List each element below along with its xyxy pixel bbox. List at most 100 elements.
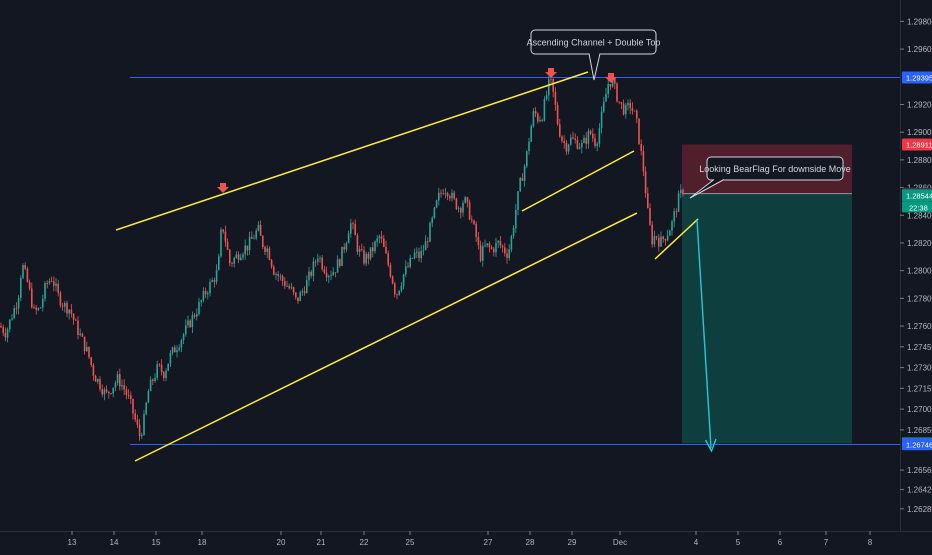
time-axis[interactable]: 13 14 15 18 20 21 22 25 27 28 29 Dec 4 5 6 7 8 bbox=[68, 531, 873, 547]
callout-bearflag-box bbox=[706, 156, 844, 181]
callout-channel-text: Ascending Channel + Double Top bbox=[527, 38, 661, 48]
candle-body bbox=[422, 250, 425, 252]
candle-body bbox=[154, 377, 156, 381]
candle-body bbox=[598, 128, 601, 144]
candle-body bbox=[13, 308, 15, 319]
candle-body bbox=[356, 235, 359, 252]
candle-body bbox=[506, 253, 508, 258]
candle-body bbox=[22, 265, 24, 278]
candle-body bbox=[420, 250, 422, 259]
candle-body bbox=[149, 379, 152, 392]
candle-body bbox=[394, 283, 396, 295]
take-profit-zone[interactable] bbox=[682, 193, 852, 444]
candle-body bbox=[242, 254, 244, 258]
candle-body bbox=[618, 101, 620, 103]
callout-channel[interactable]: Ascending Channel + Double Top bbox=[527, 29, 661, 81]
channel-upper-line[interactable] bbox=[115, 71, 589, 231]
x-tick-label: 5 bbox=[736, 538, 741, 547]
candle-body bbox=[123, 385, 125, 390]
candle-body bbox=[534, 111, 537, 114]
candle-body bbox=[233, 258, 235, 264]
candle-body bbox=[299, 292, 301, 302]
candle-body bbox=[475, 223, 477, 237]
channel-mid-line[interactable] bbox=[521, 150, 635, 212]
candle-body bbox=[130, 395, 132, 399]
candle-body bbox=[431, 217, 433, 224]
candle-body bbox=[116, 374, 119, 384]
candle-body bbox=[682, 189, 684, 194]
candle-body bbox=[240, 257, 242, 261]
bear-flag-line[interactable] bbox=[654, 218, 699, 260]
candle-body bbox=[457, 207, 460, 209]
candle-body bbox=[464, 197, 466, 203]
candle-body bbox=[211, 279, 213, 282]
candle-body bbox=[127, 394, 130, 396]
x-tick-label: 20 bbox=[277, 538, 286, 547]
candle-body bbox=[515, 210, 517, 229]
candle-body bbox=[11, 318, 13, 320]
price-axis[interactable]: 1.298001.296001.292001.290001.288001.286… bbox=[900, 17, 932, 514]
callout-bearflag-pointer bbox=[689, 179, 725, 199]
top-marker-arrow[interactable] bbox=[605, 73, 617, 83]
y-tick-label: 1.26850 bbox=[907, 426, 932, 435]
candle-body bbox=[570, 137, 572, 145]
candle-body bbox=[435, 200, 438, 208]
candle-body bbox=[224, 231, 227, 242]
top-marker-arrow[interactable] bbox=[217, 183, 229, 193]
candle-body bbox=[308, 271, 310, 281]
candle-body bbox=[455, 198, 458, 209]
candle-body bbox=[603, 101, 605, 112]
y-tick-label: 1.28200 bbox=[907, 239, 932, 248]
drawings[interactable] bbox=[115, 68, 717, 462]
candle-body bbox=[68, 309, 70, 314]
candle-body bbox=[616, 83, 618, 102]
candle-body bbox=[361, 249, 363, 251]
candle-body bbox=[429, 223, 431, 242]
candle-body bbox=[288, 286, 290, 289]
candle-body bbox=[209, 281, 211, 294]
candle-body bbox=[341, 246, 343, 266]
candle-body bbox=[644, 171, 647, 194]
candle-body bbox=[651, 224, 653, 245]
candle-body bbox=[440, 192, 442, 194]
y-tick-label: 1.29200 bbox=[907, 100, 932, 109]
candle-body bbox=[198, 302, 200, 315]
candle-body bbox=[317, 258, 319, 262]
candle-body bbox=[110, 393, 112, 394]
candle-body bbox=[46, 282, 48, 284]
candle-body bbox=[411, 258, 414, 259]
candle-body bbox=[512, 228, 515, 237]
candle-body bbox=[556, 105, 559, 125]
channel-lower-line[interactable] bbox=[134, 212, 638, 462]
candle-body bbox=[306, 280, 308, 294]
candle-body bbox=[358, 249, 361, 252]
callouts[interactable]: Ascending Channel + Double Top Looking Be… bbox=[527, 29, 851, 199]
candle-body bbox=[222, 229, 224, 232]
top-marker-arrow[interactable] bbox=[545, 68, 557, 78]
candle-body bbox=[521, 178, 524, 181]
projection-arrow-shaft[interactable] bbox=[696, 219, 712, 449]
candle-body bbox=[387, 253, 389, 265]
candle-body bbox=[44, 282, 46, 299]
candle-body bbox=[550, 78, 552, 80]
candle-body bbox=[677, 193, 680, 212]
candle-body bbox=[259, 224, 262, 236]
candle-body bbox=[572, 137, 574, 139]
candle-body bbox=[121, 385, 123, 387]
candle-body bbox=[649, 207, 651, 225]
callout-bearflag[interactable]: Looking BearFlag For downside Move bbox=[689, 156, 851, 199]
candle-body bbox=[275, 274, 277, 275]
candle-body bbox=[251, 236, 253, 239]
candle-body bbox=[112, 387, 114, 394]
candle-body bbox=[400, 285, 403, 291]
projection-arrow-head[interactable] bbox=[704, 438, 717, 453]
candle-body bbox=[541, 119, 543, 121]
y-tick-label: 1.27150 bbox=[907, 384, 932, 393]
x-tick-label: 6 bbox=[778, 538, 783, 547]
y-tick-label: 1.27000 bbox=[907, 405, 932, 414]
candle-body bbox=[660, 236, 662, 247]
candle-body bbox=[442, 193, 444, 195]
candle-body bbox=[61, 305, 64, 307]
